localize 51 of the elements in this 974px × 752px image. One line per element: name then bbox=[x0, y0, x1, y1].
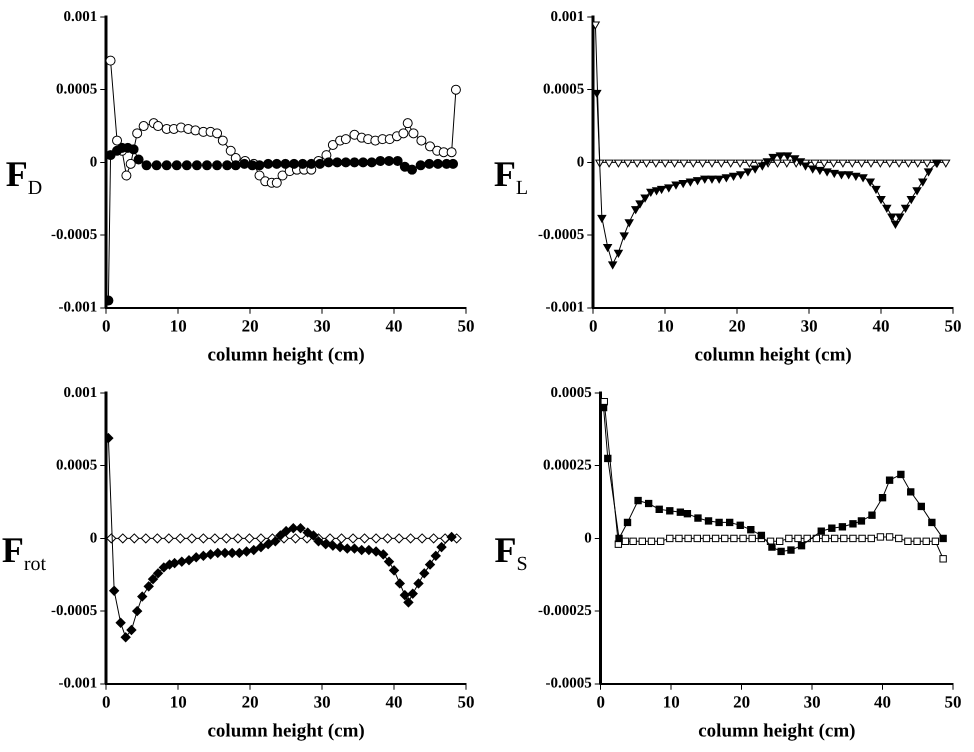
x-tick-label: 20 bbox=[728, 316, 746, 336]
y-tick-label: -0.001 bbox=[58, 300, 98, 316]
x-tick-label: 20 bbox=[242, 316, 259, 336]
x-tick-label: 40 bbox=[874, 692, 892, 712]
y-tick-label: 0 bbox=[576, 154, 584, 170]
x-axis-title: column height (cm) bbox=[207, 344, 365, 366]
y-tick-label: 0.0005 bbox=[56, 458, 98, 474]
y-tick-label: 0.0005 bbox=[56, 82, 98, 98]
y-tick-label: -0.0005 bbox=[50, 602, 98, 619]
y-tick-label: 0 bbox=[90, 154, 98, 170]
x-tick-label: 20 bbox=[242, 692, 259, 712]
x-tick-label: 50 bbox=[458, 316, 474, 336]
x-tick-label: 40 bbox=[386, 692, 403, 712]
y-tick-label: 0.0005 bbox=[550, 384, 592, 401]
y-tick-label: -0.0005 bbox=[50, 226, 98, 243]
y-tick-label: 0.0005 bbox=[542, 82, 584, 98]
x-tick-label: 30 bbox=[800, 316, 818, 336]
x-axis-title: column height (cm) bbox=[698, 720, 856, 742]
x-tick-label: 40 bbox=[386, 316, 403, 336]
y-tick-label: 0.001 bbox=[550, 8, 584, 25]
x-tick-label: 10 bbox=[170, 692, 187, 712]
y-tick-label: 0.00025 bbox=[542, 458, 592, 474]
x-tick-label: 30 bbox=[804, 692, 821, 712]
x-tick-label: 0 bbox=[102, 692, 110, 712]
y-tick-label: -0.00025 bbox=[538, 602, 592, 619]
x-tick-label: 20 bbox=[733, 692, 750, 712]
y-tick-label: 0.001 bbox=[63, 8, 98, 25]
x-tick-label: 30 bbox=[314, 692, 331, 712]
x-tick-label: 10 bbox=[656, 316, 674, 336]
x-tick-label: 50 bbox=[458, 692, 474, 712]
y-axis-title: F$_{D}$ bbox=[4, 153, 44, 201]
x-tick-label: 40 bbox=[872, 316, 890, 336]
y-axis-title: F$_{rot}$ bbox=[0, 529, 48, 577]
y-axis-title: F$_{S}$ bbox=[493, 529, 529, 577]
y-axis-title: F$_{L}$ bbox=[492, 153, 530, 201]
y-tick-label: -0.0005 bbox=[545, 676, 592, 692]
y-tick-label: 0 bbox=[584, 530, 592, 546]
x-axis-title: column height (cm) bbox=[207, 720, 365, 742]
y-tick-label: -0.001 bbox=[58, 676, 98, 692]
x-tick-label: 10 bbox=[662, 692, 680, 712]
y-tick-label: 0.001 bbox=[63, 384, 98, 401]
x-axis-title: column height (cm) bbox=[694, 344, 852, 366]
y-tick-label: -0.001 bbox=[545, 300, 584, 316]
x-tick-label: 0 bbox=[596, 692, 605, 712]
y-tick-label: -0.0005 bbox=[538, 226, 584, 243]
x-tick-label: 50 bbox=[944, 316, 962, 336]
x-tick-label: 30 bbox=[314, 316, 331, 336]
x-tick-label: 50 bbox=[944, 692, 962, 712]
x-tick-label: 10 bbox=[170, 316, 187, 336]
y-tick-label: 0 bbox=[90, 530, 98, 546]
x-tick-label: 0 bbox=[102, 316, 110, 336]
